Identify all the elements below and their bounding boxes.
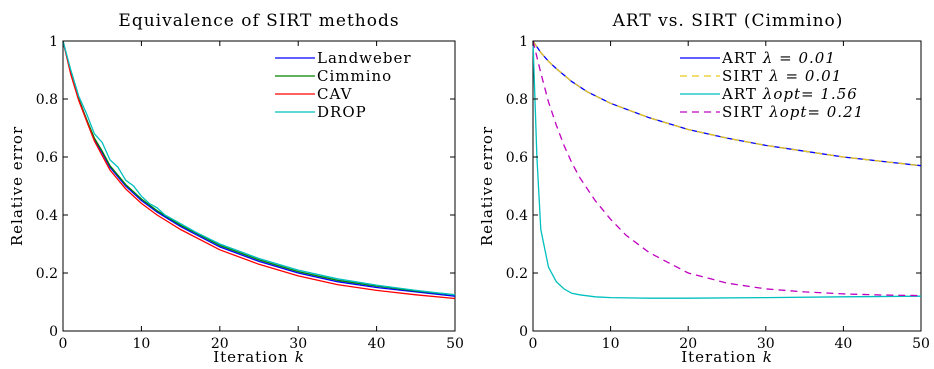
- legend-name: DROP: [317, 103, 367, 121]
- series-line-2: [532, 40, 922, 299]
- y-tick-label: 0.6: [506, 150, 528, 166]
- y-tick-label: 1: [519, 34, 528, 50]
- y-tick-label: 0.2: [36, 266, 58, 282]
- x-tick-label: 20: [679, 336, 697, 352]
- plot-frame: [532, 40, 922, 332]
- series-line-1: [62, 40, 456, 296]
- legend-lambda: λ = 0.01: [762, 49, 836, 67]
- legend-name: Cimmino: [317, 67, 392, 85]
- x-tick-label: 30: [289, 336, 307, 352]
- x-tick-label: 30: [757, 336, 775, 352]
- y-tick-label: 1: [49, 34, 58, 50]
- series-line-3: [62, 40, 456, 296]
- legend-name: SIRT: [722, 67, 763, 85]
- x-tick-label: 10: [132, 336, 150, 352]
- x-axis-label-var: k: [295, 348, 305, 366]
- y-tick-label: 0: [49, 324, 58, 340]
- x-axis-label: Iteration k: [681, 348, 773, 366]
- chart-title: Equivalence of SIRT methods: [118, 11, 399, 31]
- legend-name: CAV: [317, 85, 353, 103]
- x-tick-label: 20: [211, 336, 229, 352]
- legend-entry: DROP: [317, 103, 367, 121]
- chart-panel-art-vs-sirt: ART vs. SIRT (Cimmino) 0 10 20 30 40 50 0 0.2 0.…: [478, 11, 930, 366]
- y-tick-label: 0: [519, 324, 528, 340]
- x-tick-label: 50: [912, 336, 930, 352]
- legend-name: Landweber: [317, 49, 412, 67]
- x-tick-label: 40: [834, 336, 852, 352]
- series-lines: [532, 40, 922, 299]
- x-tick-label: 0: [529, 336, 538, 352]
- series-line-1: [532, 40, 922, 167]
- x-axis-label-text: Iteration: [681, 348, 756, 366]
- y-tick-label: 0.8: [506, 92, 528, 108]
- legend-entry: Cimmino: [317, 67, 392, 85]
- x-axis-label-text: Iteration: [213, 348, 288, 366]
- x-axis-label-var: k: [763, 348, 773, 366]
- series-line-3: [532, 40, 922, 297]
- legend-lambda: λopt= 0.21: [768, 103, 864, 121]
- y-axis-label: Relative error: [478, 126, 496, 246]
- y-tick-label: 0.6: [36, 150, 58, 166]
- tick-marks: 0 10 20 30 40 50 0 0.2 0.4 0.6 0.8 1: [36, 34, 464, 352]
- x-tick-label: 0: [59, 336, 68, 352]
- x-tick-label: 50: [446, 336, 464, 352]
- x-axis-label: Iteration k: [213, 348, 305, 366]
- legend-name: ART: [721, 85, 757, 103]
- y-tick-label: 0.4: [506, 208, 528, 224]
- legend-entry: SIRT λopt= 0.21: [722, 103, 864, 121]
- tick-marks: 0 10 20 30 40 50 0 0.2 0.4 0.6 0.8 1: [506, 34, 930, 352]
- y-tick-label: 0.4: [36, 208, 58, 224]
- legend-name: SIRT: [722, 103, 763, 121]
- y-tick-label: 0.8: [36, 92, 58, 108]
- legend-entry: Landweber: [317, 49, 412, 67]
- x-tick-label: 40: [368, 336, 386, 352]
- legend-name: ART: [721, 49, 757, 67]
- y-axis-label: Relative error: [8, 126, 26, 246]
- chart-panel-sirt-equivalence: Equivalence of SIRT methods 0 10 20 30 40 500…: [8, 11, 464, 366]
- series-line-2: [62, 40, 456, 300]
- legend-entry: CAV: [317, 85, 353, 103]
- chart-title: ART vs. SIRT (Cimmino): [612, 11, 844, 31]
- legend-entry: SIRT λ = 0.01: [722, 67, 842, 85]
- legend-entry: ART λ = 0.01: [721, 49, 836, 67]
- plot-frame: [62, 40, 456, 332]
- legend-lambda: λ = 0.01: [768, 67, 842, 85]
- legend-entry: ART λopt= 1.56: [721, 85, 858, 103]
- y-tick-label: 0.2: [506, 266, 528, 282]
- x-tick-label: 10: [602, 336, 620, 352]
- series-lines: [62, 40, 456, 300]
- legend-lambda: λopt= 1.56: [762, 85, 858, 103]
